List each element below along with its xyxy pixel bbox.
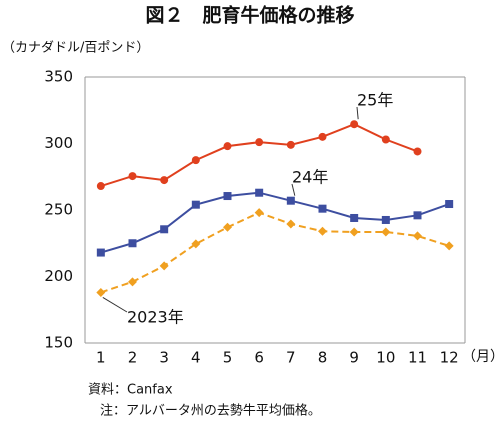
marker [349, 227, 359, 237]
x-tick-label: 12 [440, 349, 459, 367]
series-label: 25年 [357, 91, 393, 110]
x-tick-label: 6 [254, 349, 264, 367]
marker [160, 225, 169, 234]
x-tick-label: 10 [376, 349, 395, 367]
leader-line [356, 106, 359, 120]
marker [254, 208, 264, 218]
marker [128, 239, 137, 248]
leader-line [291, 183, 296, 196]
marker [96, 248, 105, 257]
marker [255, 138, 264, 147]
y-tick-label: 200 [44, 267, 73, 285]
series-line [100, 191, 450, 254]
marker [160, 176, 169, 185]
x-tick-label: 2 [128, 349, 138, 367]
marker [444, 241, 454, 251]
x-tick-label: 3 [159, 349, 169, 367]
series-label: 2023年 [127, 308, 184, 327]
x-tick-label: 4 [191, 349, 201, 367]
marker [159, 261, 169, 271]
marker [223, 222, 232, 232]
y-tick-label: 300 [44, 134, 73, 152]
x-tick-label: 11 [408, 349, 427, 367]
y-tick-label: 150 [44, 334, 73, 352]
y-tick-label: 350 [44, 68, 73, 86]
marker [128, 172, 137, 181]
marker [381, 227, 391, 237]
marker [191, 200, 200, 209]
note: 注：アルバータ州の去勢牛平均価格。 [100, 403, 321, 419]
marker [96, 287, 106, 297]
marker [96, 182, 105, 191]
marker [318, 204, 327, 213]
marker [191, 239, 201, 249]
x-tick-label: 5 [223, 349, 233, 367]
y-axis-label: （カナダドル/百ポンド） [2, 41, 149, 56]
marker [286, 196, 295, 205]
marker [223, 142, 232, 151]
marker [445, 200, 454, 209]
marker [381, 215, 390, 224]
note: 資料：Canfax [88, 383, 173, 398]
marker [318, 132, 327, 141]
marker [413, 231, 422, 241]
series-line [100, 123, 418, 188]
marker [350, 213, 359, 222]
x-tick-label: 9 [349, 349, 359, 367]
marker [128, 277, 137, 287]
marker [413, 147, 422, 156]
marker [255, 188, 264, 197]
marker [318, 226, 327, 236]
y-tick-label: 250 [44, 201, 73, 219]
leader-line [102, 297, 128, 313]
x-tick-label: 1 [96, 349, 106, 367]
marker [413, 211, 422, 220]
marker [381, 135, 390, 144]
x-tick-label: 8 [318, 349, 328, 367]
marker [286, 140, 295, 149]
x-axis-label: （月） [462, 349, 500, 365]
marker [350, 120, 359, 129]
series-line [100, 211, 450, 294]
x-tick-label: 7 [286, 349, 296, 367]
marker [286, 219, 296, 229]
marker [223, 192, 232, 201]
marker [191, 156, 200, 165]
chart-title: 図２ 肥育牛価格の推移 [145, 4, 354, 27]
series-label: 24年 [292, 168, 328, 187]
